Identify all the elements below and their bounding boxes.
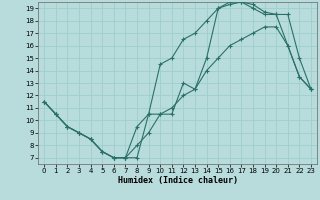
X-axis label: Humidex (Indice chaleur): Humidex (Indice chaleur) [118, 176, 238, 185]
